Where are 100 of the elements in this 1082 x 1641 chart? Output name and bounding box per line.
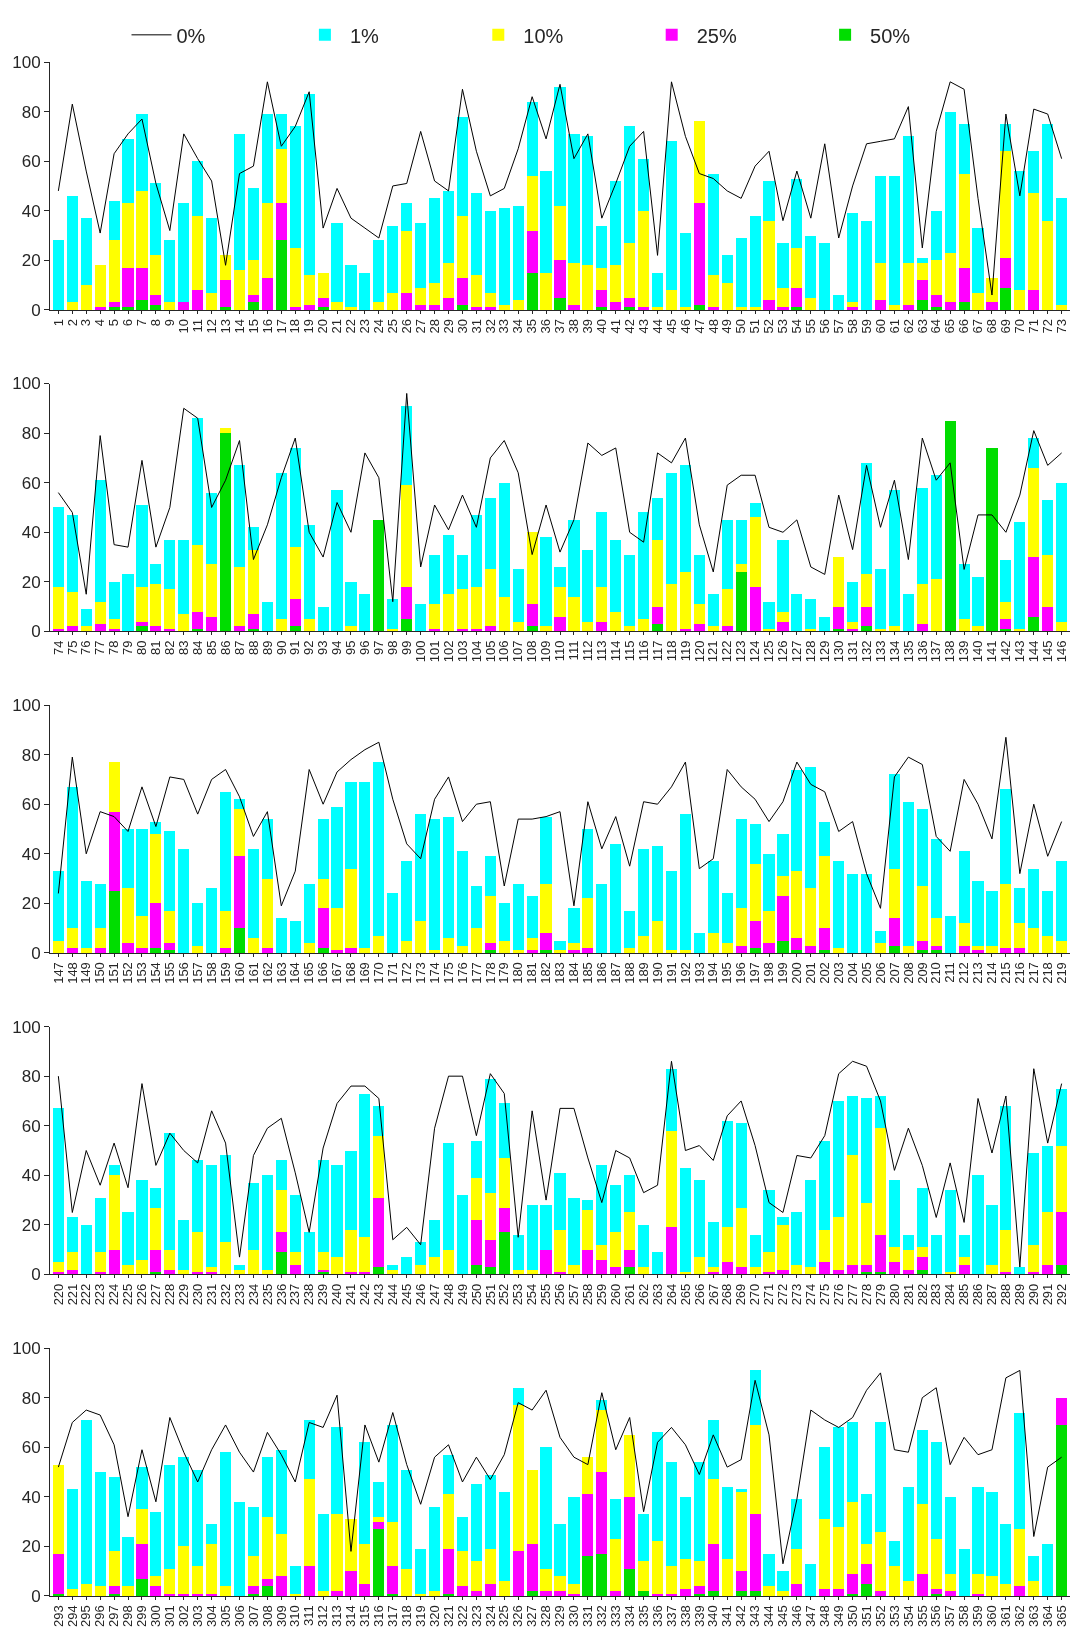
bar [819, 928, 831, 951]
bar [164, 302, 176, 310]
bar [359, 781, 371, 948]
x-tick-label: 255 [538, 1283, 554, 1306]
bar [958, 1257, 970, 1265]
bar [122, 1536, 134, 1587]
bar [401, 1568, 413, 1596]
x-tick-label: 211 [942, 962, 958, 983]
bar [429, 1591, 441, 1596]
line-series [57, 736, 1063, 909]
bar [359, 594, 371, 632]
bar [247, 1182, 260, 1250]
bar [540, 1249, 552, 1275]
bar [275, 1190, 287, 1233]
bar [916, 950, 928, 953]
bar [833, 1427, 845, 1527]
bar [1056, 940, 1068, 953]
bar [1042, 890, 1054, 936]
y-tick-label: 40 [21, 1487, 41, 1507]
bar [749, 586, 761, 632]
bar [136, 267, 148, 300]
bar [707, 173, 719, 276]
bar [860, 626, 873, 632]
bar [707, 1267, 719, 1272]
bar [651, 623, 664, 632]
x-tick-label: 165 [301, 962, 317, 984]
bar [986, 1576, 998, 1596]
x-tick-label: 324 [482, 1605, 498, 1627]
bar [540, 171, 552, 273]
x-tick-label: 358 [956, 1605, 972, 1627]
bar [108, 307, 120, 310]
x-tick-label: 141 [984, 640, 1000, 663]
bar [944, 111, 956, 253]
bar [902, 1234, 914, 1250]
bar [233, 1501, 246, 1596]
bar [888, 1262, 900, 1275]
x-tick-label: 3 [78, 319, 94, 327]
x-tick-label: 263 [649, 1283, 665, 1306]
bar [888, 945, 900, 953]
x-tick-label: 179 [496, 962, 512, 984]
bar [429, 198, 441, 283]
bar [220, 791, 232, 911]
x-tick-label: 227 [148, 1283, 164, 1306]
bar [749, 1591, 761, 1596]
x-tick-label: 270 [747, 1283, 763, 1306]
bar [568, 1197, 580, 1265]
bar [1014, 888, 1026, 924]
bar [359, 1583, 371, 1596]
bar [1042, 1264, 1054, 1275]
x-tick-label: 234 [245, 1283, 261, 1306]
bar [638, 1561, 650, 1592]
bar [415, 1548, 427, 1594]
x-tick-label: 102 [440, 640, 456, 663]
bar [540, 1205, 552, 1250]
x-tick-label: 80 [134, 640, 150, 656]
bar [470, 1140, 482, 1178]
x-tick-label: 238 [301, 1283, 317, 1306]
bar [930, 579, 942, 632]
bar [108, 1249, 120, 1275]
bar [610, 539, 622, 612]
bar [484, 1267, 496, 1275]
bar [1056, 1088, 1068, 1146]
bar [345, 626, 357, 632]
bar [108, 240, 120, 303]
bar [693, 1462, 705, 1562]
x-tick-label: 242 [357, 1283, 373, 1306]
bar [735, 1571, 747, 1592]
bar [902, 801, 914, 946]
x-tick-label: 107 [510, 640, 526, 663]
x-tick-label: 98 [385, 640, 401, 656]
x-tick-label: 168 [343, 962, 359, 984]
x-tick-label: 176 [454, 962, 470, 984]
bar [470, 928, 482, 953]
bar [192, 215, 204, 291]
bar [456, 589, 469, 629]
x-tick-label: 32 [482, 319, 498, 334]
bar [373, 1135, 385, 1198]
x-tick-label: 97 [371, 640, 387, 656]
bar [651, 606, 664, 624]
y-tick-label: 20 [21, 572, 41, 592]
bar [261, 878, 273, 948]
bar [986, 1491, 998, 1577]
bar [470, 1264, 482, 1275]
bar [554, 1229, 566, 1272]
x-tick-label: 91 [287, 640, 303, 656]
bar [526, 895, 538, 939]
bar [819, 1229, 831, 1263]
bar [387, 1424, 399, 1522]
x-tick-label: 307 [245, 1605, 261, 1627]
bar [540, 272, 552, 310]
x-tick-label: 171 [385, 962, 401, 984]
bar [94, 623, 106, 632]
x-tick-label: 40 [594, 319, 610, 334]
x-tick-label: 224 [106, 1283, 122, 1306]
x-tick-label: 49 [719, 319, 735, 334]
bar [512, 299, 524, 310]
bar [484, 950, 496, 953]
bar [470, 514, 482, 587]
x-tick-label: 187 [607, 962, 623, 984]
bar [498, 1207, 510, 1233]
